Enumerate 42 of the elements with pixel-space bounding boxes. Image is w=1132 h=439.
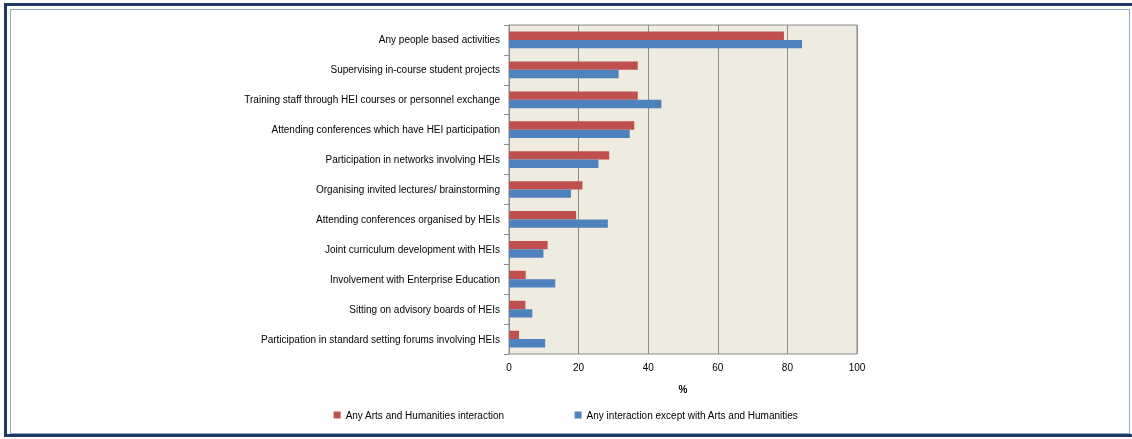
x-tick-label: 100 [848, 361, 866, 373]
y-tick-label: Participation in networks involving HEIs [325, 154, 500, 166]
legend-label: Any Arts and Humanities interaction [345, 409, 505, 421]
bar [509, 151, 610, 160]
bar [509, 189, 571, 198]
bar [509, 69, 619, 79]
bar [509, 309, 533, 318]
bar [509, 91, 638, 100]
x-axis-title: % [678, 383, 688, 395]
y-tick-label: Organising invited lectures/ brainstorming [316, 184, 500, 195]
bar [509, 211, 577, 220]
bar [509, 270, 526, 280]
bar [509, 61, 638, 70]
bar [509, 121, 635, 130]
bar [509, 39, 803, 49]
bar [509, 219, 608, 228]
y-tick-label: Participation in standard setting forums involving HEIs [260, 333, 500, 345]
y-tick-label: Attending conferences organised by HEIs [316, 213, 500, 225]
bar [509, 129, 630, 139]
y-tick-label: Attending conferences which have HEI participation [271, 124, 500, 136]
x-tick-label: 20 [573, 361, 585, 373]
bar [509, 31, 784, 40]
bar [509, 300, 526, 310]
y-tick-label: Supervising in-course student projects [330, 64, 500, 76]
bar [509, 339, 546, 348]
x-tick-label: 40 [642, 361, 655, 373]
y-tick-label: Any people based activities [378, 34, 500, 46]
bar [509, 279, 556, 288]
legend-label: Any interaction except with Arts and Humanities [586, 409, 798, 421]
y-tick-label: Joint curriculum development with HEIs [324, 243, 500, 255]
bar [509, 181, 583, 190]
y-tick-label: Training staff through HEI courses or personnel exchange [244, 94, 501, 106]
x-tick-label: 60 [712, 361, 724, 373]
bar [509, 330, 520, 340]
bar [509, 240, 548, 250]
bar [509, 159, 599, 168]
y-tick-label: Involvement with Enterprise Education [329, 273, 500, 285]
bar [509, 99, 662, 109]
y-tick-label: Sitting on advisory boards of HEIs [349, 303, 500, 315]
bar [509, 249, 544, 258]
x-tick-label: 0 [506, 361, 513, 373]
x-tick-label: 80 [781, 361, 794, 373]
